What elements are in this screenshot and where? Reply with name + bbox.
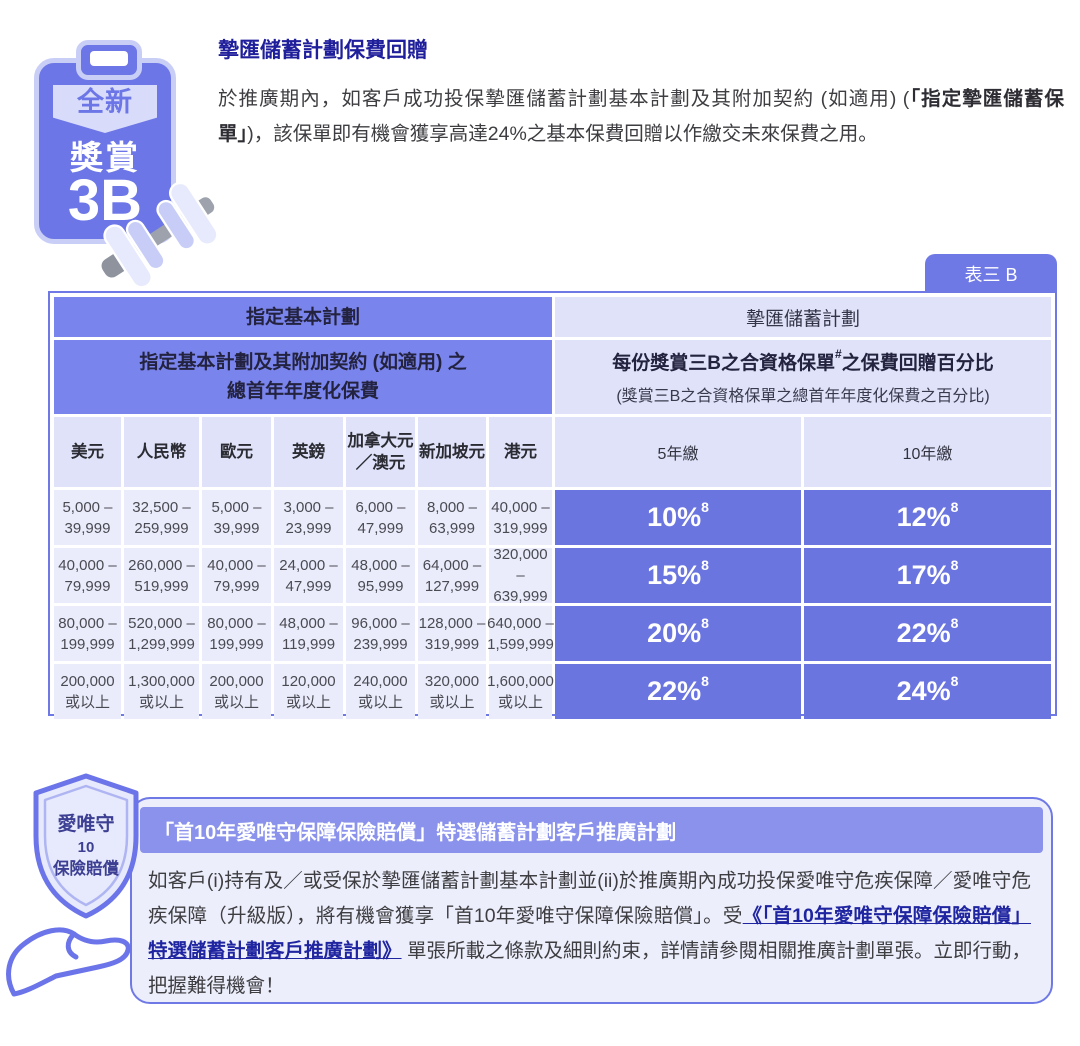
range-cell: 3,000 – 23,999: [274, 490, 343, 545]
rebate-cell-5yr: 22%8: [555, 664, 801, 719]
range-cell: 5,000 – 39,999: [202, 490, 271, 545]
range-cell: 6,000 – 47,999: [346, 490, 415, 545]
hand-icon: [6, 927, 131, 997]
footnote-sup: 8: [701, 673, 709, 689]
range-cell: 1,600,000 或以上: [487, 664, 554, 719]
svg-text:10: 10: [78, 839, 95, 856]
range-cell: 32,500 – 259,999: [124, 490, 199, 545]
promo-text-pre: 如客戶(i)持有及／或受保於摯匯儲蓄計劃基本計劃並(ii)於推廣期內成功投保愛唯…: [148, 870, 1031, 927]
right-subheader: 每份獎賞三B之合資格保單#之保費回贈百分比 (獎賞三B之合資格保單之總首年年度化…: [555, 340, 1051, 414]
footnote-sup: 8: [701, 557, 709, 573]
footnote-sup: 8: [950, 557, 959, 573]
footnote-sup: 8: [701, 499, 709, 515]
currency-header-rmb: 人民幣: [124, 417, 199, 487]
currency-header-cad-aud: 加拿大元／澳元: [346, 417, 415, 487]
range-cell: 128,000 – 319,999: [418, 606, 486, 661]
shield-icon: [33, 773, 139, 919]
range-cell: 80,000 – 199,999: [202, 606, 271, 661]
rebate-cell-10yr: 12%8: [804, 490, 1051, 545]
rebate-cell-5yr: 10%8: [555, 490, 801, 545]
rebate-cell-5yr: 20%8: [555, 606, 801, 661]
shield-hand-icon: 愛唯守 10 保險賠償: [6, 773, 139, 997]
range-cell: 24,000 – 47,999: [274, 548, 343, 603]
intro-text-pre: 於推廣期內，如客戶成功投保摯匯儲蓄計劃基本計劃及其附加契約 (如適用) (: [218, 88, 910, 110]
promo-panel: 「首10年愛唯守保障保險賠償」特選儲蓄計劃客戶推廣計劃 如客戶(i)持有及／或受…: [130, 797, 1053, 1004]
currency-header-hkd: 港元: [489, 417, 552, 487]
badge-banner: 全新: [53, 85, 157, 133]
range-cell: 260,000 – 519,999: [124, 548, 199, 603]
pay-term-header-10yr: 10年繳: [804, 417, 1051, 487]
rebate-cell-5yr: 15%8: [555, 548, 801, 603]
clipboard-clip-icon: [76, 40, 142, 80]
col-group-basic-plan: 指定基本計劃: [54, 297, 552, 337]
rebate-subhead-text: 每份獎賞三B之合資格保單: [612, 353, 836, 374]
promo-header-bar: 「首10年愛唯守保障保險賠償」特選儲蓄計劃客戶推廣計劃: [140, 807, 1043, 853]
footnote-sup: 8: [701, 615, 709, 631]
footnote-sup: 8: [950, 673, 959, 689]
rebate-cell-10yr: 24%8: [804, 664, 1051, 719]
badge-banner-label: 全新: [77, 87, 133, 117]
currency-header-sgd: 新加坡元: [418, 417, 486, 487]
range-cell: 200,000 或以上: [202, 664, 271, 719]
currency-header-usd: 美元: [54, 417, 121, 487]
range-cell: 80,000 – 199,999: [54, 606, 121, 661]
svg-text:愛唯守: 愛唯守: [57, 812, 114, 835]
intro-text-post: )，該保單即有機會獲享高達24%之基本保費回贈以作繳交未來保費之用。: [247, 123, 878, 145]
dumbbell-icon: [101, 182, 219, 289]
currency-header-eur: 歐元: [202, 417, 271, 487]
currency-header-gbp: 英鎊: [274, 417, 343, 487]
range-cell: 48,000 – 119,999: [274, 606, 343, 661]
pay-term-header-5yr: 5年繳: [555, 417, 801, 487]
section-title: 摯匯儲蓄計劃保費回贈: [218, 39, 428, 62]
col-group-savings-plan: 摯匯儲蓄計劃: [555, 297, 1051, 337]
range-cell: 1,300,000 或以上: [124, 664, 199, 719]
badge-reward-label: 獎賞: [70, 139, 140, 176]
range-cell: 200,000 或以上: [54, 664, 121, 719]
promo-header-title: 「首10年愛唯守保障保險賠償」特選儲蓄計劃客戶推廣計劃: [154, 821, 677, 844]
promo-text-post: 單張所載之條款及細則約束，詳情請參閱相關推廣計劃單張。立即行動，把握難得機會！: [148, 940, 1031, 997]
range-cell: 320,000 – 639,999: [489, 546, 552, 605]
footnote-sup: 8: [950, 499, 959, 515]
range-cell: 8,000 – 63,999: [418, 490, 486, 545]
range-cell: 320,000 或以上: [418, 664, 486, 719]
intro-text-bold: 「指定摯匯儲蓄保單」: [218, 88, 1064, 145]
intro-paragraph: 於推廣期內，如客戶成功投保摯匯儲蓄計劃基本計劃及其附加契約 (如適用) (「指定…: [218, 82, 1064, 152]
range-cell: 64,000 – 127,999: [418, 548, 486, 603]
table-tab-label: 表三 B: [964, 264, 1018, 285]
range-cell: 40,000 – 319,999: [489, 490, 552, 545]
rebate-cell-10yr: 22%8: [804, 606, 1051, 661]
hash-footnote-sup: #: [835, 347, 842, 361]
rebate-subhead-note: (獎賞三B之合資格保單之總首年年度化保費之百分比): [616, 388, 990, 405]
reward-3b-badge: 全新 獎賞 3B: [30, 40, 219, 289]
range-cell: 48,000 – 95,999: [346, 548, 415, 603]
footnote-sup: 8: [950, 615, 959, 631]
range-cell: 40,000 – 79,999: [202, 548, 271, 603]
range-cell: 96,000 – 239,999: [346, 606, 415, 661]
promo-body-text: 如客戶(i)持有及／或受保於摯匯儲蓄計劃基本計劃並(ii)於推廣期內成功投保愛唯…: [132, 853, 1051, 1004]
range-cell: 40,000 – 79,999: [54, 548, 121, 603]
range-cell: 5,000 – 39,999: [54, 490, 121, 545]
clipboard-icon: 全新 獎賞 3B: [34, 58, 176, 244]
rebate-table: 指定基本計劃 摯匯儲蓄計劃 指定基本計劃及其附加契約 (如適用) 之 總首年年度…: [48, 291, 1057, 719]
left-subheader: 指定基本計劃及其附加契約 (如適用) 之 總首年年度化保費: [54, 340, 552, 414]
table-tab: 表三 B: [925, 254, 1057, 293]
range-cell: 240,000 或以上: [346, 664, 415, 719]
range-cell: 520,000 – 1,299,999: [124, 606, 199, 661]
svg-text:保險賠償: 保險賠償: [52, 858, 120, 878]
range-cell: 640,000 – 1,599,999: [487, 606, 554, 661]
rebate-cell-10yr: 17%8: [804, 548, 1051, 603]
range-cell: 120,000 或以上: [274, 664, 343, 719]
promo-leaflet-link[interactable]: 《「首10年愛唯守保障保險賠償」特選儲蓄計劃客戶推廣計劃》: [148, 905, 1031, 962]
